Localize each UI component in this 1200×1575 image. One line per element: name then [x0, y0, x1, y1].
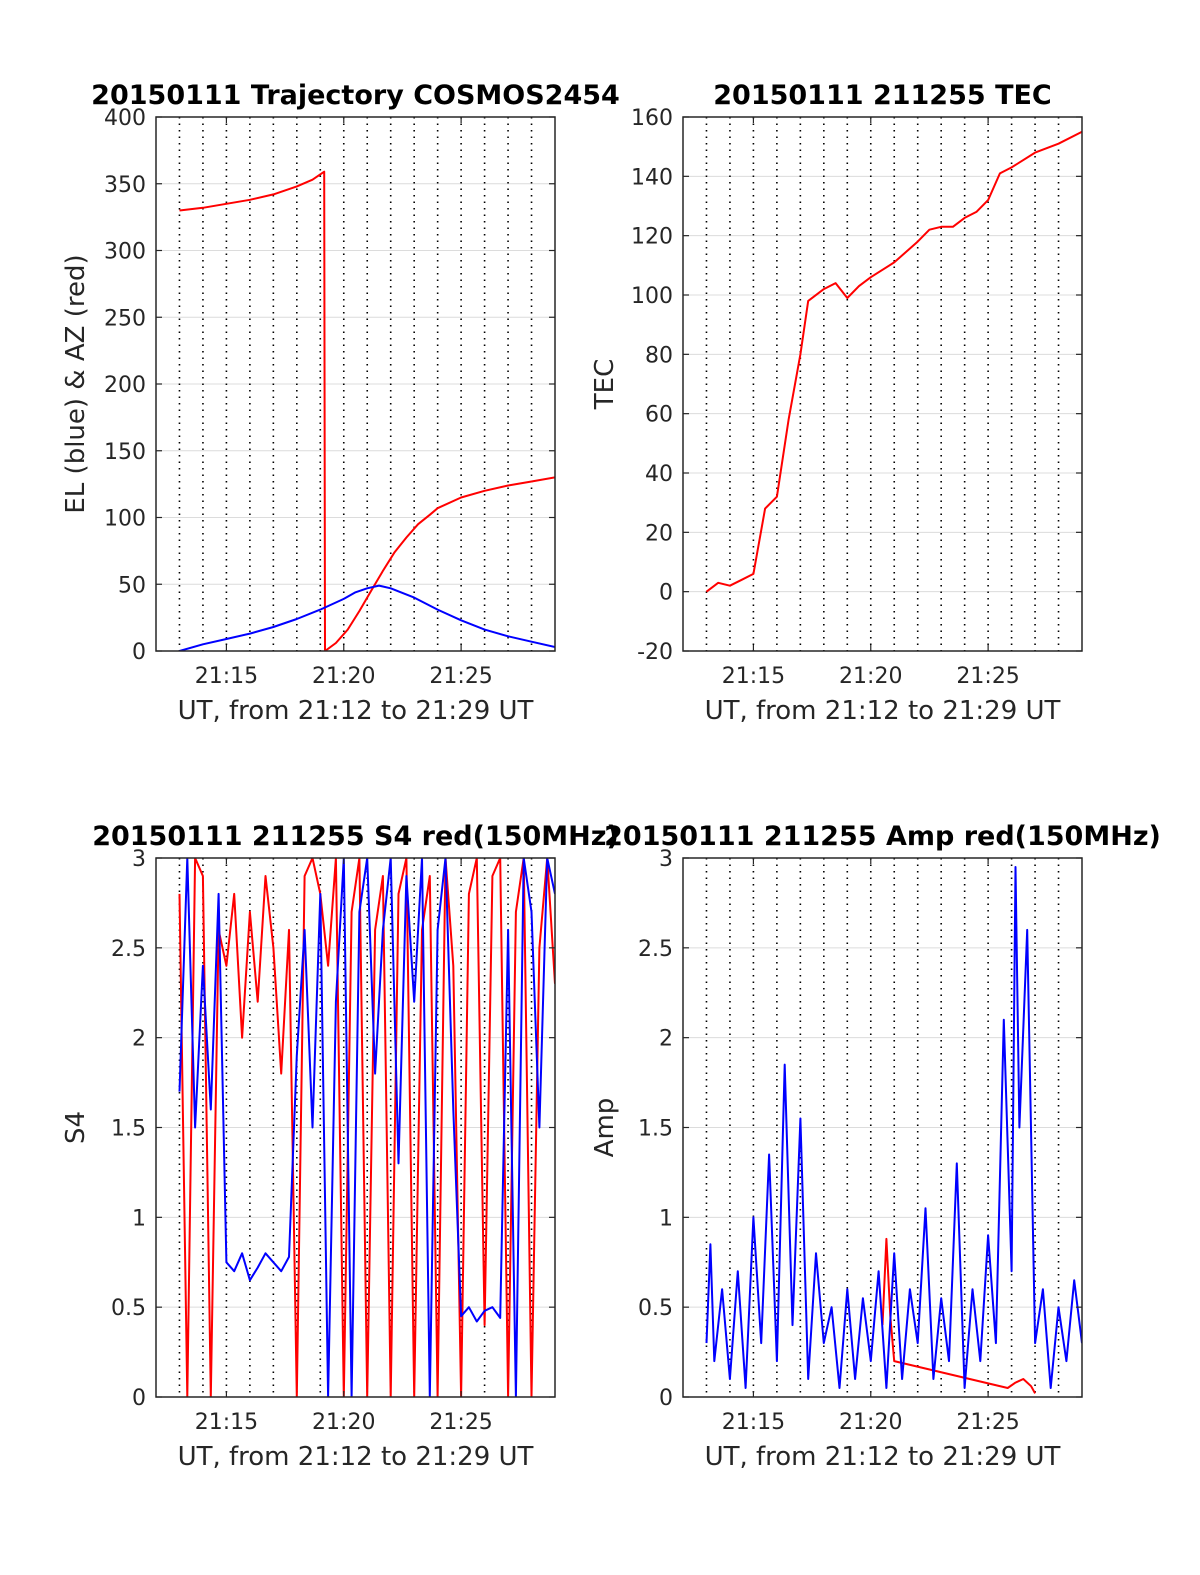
y-tick-label: 50 — [118, 573, 146, 598]
y-tick-label: 1.5 — [111, 1117, 146, 1142]
chart-title: 20150111 211255 Amp red(150MHz) — [604, 821, 1161, 852]
y-tick-label: 60 — [645, 403, 673, 428]
chart-s4: 0 0.5 1 1.5 2 2.5 3 21:15 21:20 21:25 UT, from 21:… — [61, 821, 619, 1472]
x-tick-label: 21:15 — [722, 664, 785, 689]
plot-frame — [682, 116, 1083, 652]
y-tick-label: 0 — [132, 1386, 146, 1411]
chart-trajectory: 0 50 100 150 200 250 300 350 400 21:15 21:20 21:25 U… — [61, 80, 620, 726]
chart-title: 20150111 211255 TEC — [713, 80, 1052, 111]
x-tick-label: 21:15 — [722, 1410, 785, 1435]
y-tick-label: 80 — [645, 343, 673, 368]
y-tick-label: 100 — [104, 507, 146, 532]
chart-title: 20150111 Trajectory COSMOS2454 — [91, 80, 620, 111]
series-red-line — [705, 130, 1082, 593]
y-tick-label: 0.5 — [111, 1296, 146, 1321]
y-tick-label: 350 — [104, 173, 146, 198]
y-tick-label: 0 — [132, 640, 146, 665]
series-red-line — [881, 1237, 1036, 1394]
y-tick-label: 140 — [631, 165, 673, 190]
x-axis-label: UT, from 21:12 to 21:29 UT — [705, 696, 1061, 726]
y-axis-label: Amp — [590, 1098, 620, 1158]
y-tick-label: 2.5 — [638, 937, 673, 962]
y-axis-label: EL (blue) & AZ (red) — [61, 254, 91, 513]
series-red-line — [179, 170, 555, 651]
series-red-line — [178, 858, 555, 1397]
y-tick-label: 0 — [659, 581, 673, 606]
x-tick-label: 21:15 — [195, 1410, 258, 1435]
y-tick-label: 160 — [631, 106, 673, 131]
y-tick-label: 3 — [659, 847, 673, 872]
x-axis-label: UT, from 21:12 to 21:29 UT — [705, 1442, 1061, 1472]
series-blue-line — [178, 858, 555, 1397]
y-axis-label: S4 — [61, 1111, 91, 1144]
y-tick-label: 2 — [132, 1027, 146, 1052]
x-tick-label: 21:20 — [312, 1410, 375, 1435]
y-tick-label: 1.5 — [638, 1117, 673, 1142]
y-tick-label: 400 — [104, 106, 146, 131]
y-tick-label: 1 — [132, 1206, 146, 1231]
x-tick-label: 21:15 — [195, 664, 258, 689]
y-tick-label: 2 — [659, 1027, 673, 1052]
x-tick-label: 21:25 — [956, 1410, 1019, 1435]
chart-amp: 0 0.5 1 1.5 2 2.5 3 21:15 21:20 21:25 UT, from 21:… — [590, 821, 1161, 1472]
x-tick-label: 21:20 — [312, 664, 375, 689]
x-tick-label: 21:25 — [956, 664, 1019, 689]
y-tick-label: 0 — [659, 1386, 673, 1411]
series-blue-line — [179, 584, 555, 651]
y-tick-label: 2.5 — [111, 937, 146, 962]
series-blue-line — [705, 866, 1082, 1389]
y-tick-label: 0.5 — [638, 1296, 673, 1321]
y-tick-label: 120 — [631, 225, 673, 250]
y-tick-label: 250 — [104, 306, 146, 331]
x-tick-label: 21:20 — [839, 1410, 902, 1435]
y-tick-label: 100 — [631, 284, 673, 309]
y-tick-label: 1 — [659, 1206, 673, 1231]
y-tick-label: 20 — [645, 521, 673, 546]
x-tick-label: 21:20 — [839, 664, 902, 689]
y-tick-label: 200 — [104, 373, 146, 398]
y-tick-label: 40 — [645, 462, 673, 487]
y-tick-label: -20 — [637, 640, 673, 665]
chart-tec: -20 0 20 40 60 80 100 120 140 160 21:15 21:20 21:25 U… — [590, 80, 1083, 726]
y-tick-label: 150 — [104, 440, 146, 465]
y-tick-label: 300 — [104, 240, 146, 265]
x-axis-label: UT, from 21:12 to 21:29 UT — [178, 1442, 534, 1472]
y-axis-label: TEC — [590, 359, 620, 410]
x-tick-label: 21:25 — [429, 664, 492, 689]
chart-title: 20150111 211255 S4 red(150MHz) — [92, 821, 619, 852]
y-tick-label: 3 — [132, 847, 146, 872]
x-axis-label: UT, from 21:12 to 21:29 UT — [178, 696, 534, 726]
x-tick-label: 21:25 — [429, 1410, 492, 1435]
